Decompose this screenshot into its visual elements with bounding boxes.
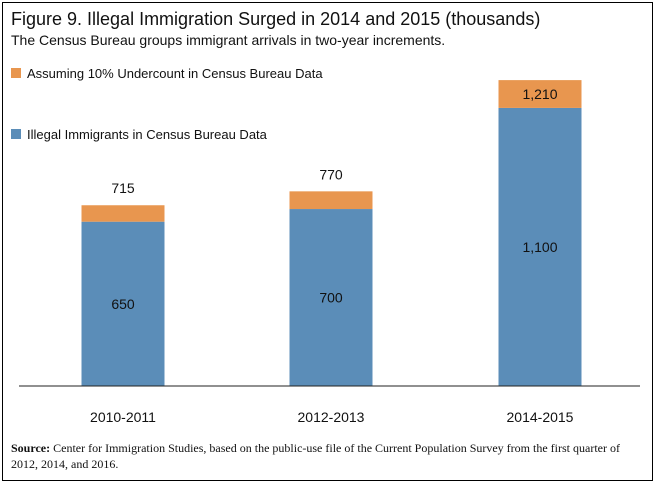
source-label: Source: bbox=[11, 441, 51, 455]
category-label: 2010-2011 bbox=[90, 409, 156, 425]
total-value-label: 1,210 bbox=[522, 86, 557, 102]
total-value-label: 715 bbox=[111, 180, 135, 196]
category-label: 2012-2013 bbox=[298, 409, 365, 425]
legend: Assuming 10% Undercount in Census Bureau… bbox=[11, 66, 323, 142]
chart-title: Figure 9. Illegal Immigration Surged in … bbox=[11, 9, 541, 29]
base-value-label: 650 bbox=[111, 296, 135, 312]
category-label: 2014-2015 bbox=[507, 409, 574, 425]
figure-frame: Figure 9. Illegal Immigration Surged in … bbox=[2, 2, 653, 481]
legend-label-base: Illegal Immigrants in Census Bureau Data bbox=[27, 127, 268, 142]
bar-base-2012-2013 bbox=[289, 209, 373, 386]
base-value-label: 1,100 bbox=[522, 239, 557, 255]
bar-chart: Assuming 10% Undercount in Census Bureau… bbox=[11, 66, 640, 425]
source-note: Source: Center for Immigration Studies, … bbox=[11, 440, 647, 472]
chart-subtitle: The Census Bureau groups immigrant arriv… bbox=[11, 32, 446, 48]
bars bbox=[81, 80, 582, 387]
labels: 650 715 2010-2011 700 770 2012-2013 1,100 1,210… bbox=[90, 86, 574, 425]
bar-base-2010-2011 bbox=[81, 221, 165, 386]
total-value-label: 770 bbox=[319, 166, 343, 182]
legend-label-undercount: Assuming 10% Undercount in Census Bureau… bbox=[27, 66, 323, 81]
base-value-label: 700 bbox=[319, 290, 343, 306]
legend-swatch-undercount bbox=[11, 68, 21, 78]
bar-base-2014-2015 bbox=[498, 107, 582, 387]
bar-undercount-2012-2013 bbox=[289, 191, 373, 210]
legend-swatch-base bbox=[11, 129, 21, 139]
source-text: Center for Immigration Studies, based on… bbox=[11, 441, 620, 471]
bar-undercount-2014-2015 bbox=[498, 80, 582, 108]
bar-undercount-2010-2011 bbox=[81, 205, 165, 222]
